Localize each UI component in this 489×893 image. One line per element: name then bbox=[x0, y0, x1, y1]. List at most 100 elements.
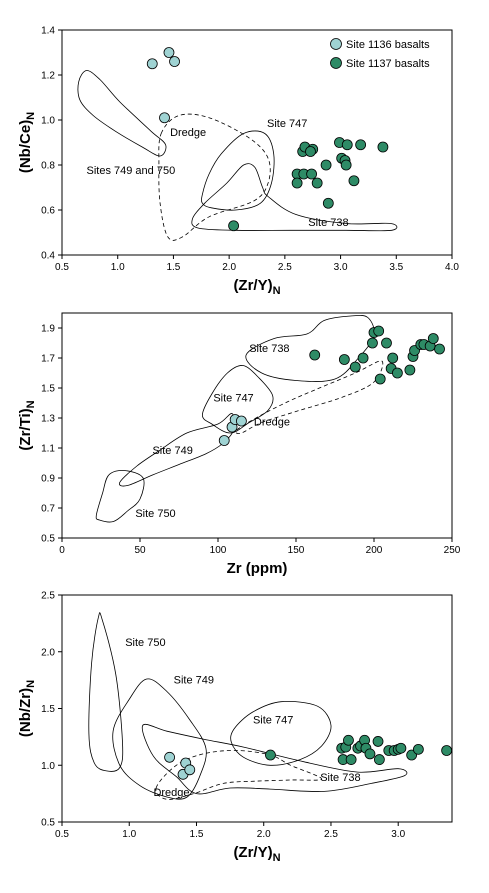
legend: Site 1136 basalts Site 1137 basalts bbox=[322, 32, 450, 72]
data-point-site-1137-basalts bbox=[387, 352, 399, 364]
data-point-site-1136-basalts bbox=[146, 58, 158, 70]
x-tick-label: 50 bbox=[134, 545, 146, 556]
y-tick-label: 1.3 bbox=[41, 414, 55, 425]
y-tick-label: 1.4 bbox=[41, 26, 55, 37]
data-point-site-1137-basalts bbox=[367, 337, 378, 349]
data-point-site-1136-basalts bbox=[218, 435, 230, 446]
data-point-site-1137-basalts bbox=[228, 220, 240, 232]
y-tick-label: 1.0 bbox=[41, 116, 55, 127]
data-point-site-1137-basalts bbox=[343, 734, 354, 746]
region-label: Sites 749 and 750 bbox=[87, 165, 176, 177]
region-label: Site 749 bbox=[174, 675, 214, 687]
y-tick-label: 1.1 bbox=[41, 444, 55, 455]
data-point-site-1137-basalts bbox=[349, 361, 361, 373]
data-point-site-1137-basalts bbox=[265, 749, 276, 761]
region-label: Site 749 bbox=[152, 445, 192, 457]
region-outline-dredge bbox=[155, 750, 323, 800]
x-tick-label: 3.5 bbox=[389, 262, 403, 273]
y-tick-label: 0.9 bbox=[41, 474, 55, 485]
legend-label: Site 1136 basalts bbox=[346, 39, 430, 51]
data-point-site-1137-basalts bbox=[373, 754, 385, 765]
data-point-site-1137-basalts bbox=[311, 177, 323, 189]
data-point-site-1137-basalts bbox=[320, 159, 332, 171]
region-outline-site-750 bbox=[95, 469, 145, 523]
x-tick-label: 2.5 bbox=[324, 829, 338, 840]
region-outline-sites-749-and-750 bbox=[77, 70, 167, 157]
data-point-site-1137-basalts bbox=[322, 197, 334, 209]
x-tick-label: 4.0 bbox=[445, 262, 459, 273]
data-point-site-1137-basalts bbox=[364, 748, 376, 760]
region-label: Site 750 bbox=[125, 637, 165, 649]
data-point-site-1137-basalts bbox=[291, 177, 303, 189]
x-axis-label: Zr (ppm) bbox=[227, 560, 288, 577]
x-tick-label: 250 bbox=[444, 545, 461, 556]
legend-marker bbox=[330, 57, 342, 69]
data-point-site-1137-basalts bbox=[340, 159, 352, 171]
x-tick-label: 1.5 bbox=[166, 262, 180, 273]
data-point-site-1137-basalts bbox=[355, 139, 367, 151]
x-tick-label: 2.5 bbox=[278, 262, 292, 273]
x-tick-label: 100 bbox=[210, 545, 227, 556]
x-tick-label: 0.5 bbox=[55, 829, 69, 840]
y-tick-label: 1.5 bbox=[41, 704, 55, 715]
x-tick-label: 1.0 bbox=[122, 829, 136, 840]
data-point-site-1137-basalts bbox=[395, 742, 407, 754]
x-axis-label: (Zr/Y)N bbox=[233, 277, 280, 297]
data-point-site-1136-basalts bbox=[235, 415, 247, 427]
region-outline-site-747 bbox=[201, 365, 274, 434]
y-tick-label: 1.7 bbox=[41, 354, 55, 365]
data-point-site-1136-basalts bbox=[164, 751, 175, 763]
y-tick-label: 2.5 bbox=[41, 591, 55, 602]
region-outline-dredge bbox=[235, 360, 384, 434]
data-point-site-1137-basalts bbox=[338, 354, 350, 365]
region-label: Site 750 bbox=[135, 508, 175, 520]
region-label: Site 747 bbox=[213, 393, 253, 405]
region-label: Site 738 bbox=[249, 343, 289, 355]
data-point-site-1137-basalts bbox=[373, 325, 385, 337]
x-tick-label: 3.0 bbox=[334, 262, 348, 273]
y-tick-label: 0.5 bbox=[41, 534, 55, 545]
data-point-site-1137-basalts bbox=[381, 337, 392, 349]
data-point-site-1137-basalts bbox=[345, 754, 357, 765]
x-tick-label: 200 bbox=[366, 545, 383, 556]
y-axis-label: (Zr/Ti)N bbox=[17, 400, 37, 450]
x-tick-label: 0.5 bbox=[55, 262, 69, 273]
region-label: Dredge bbox=[254, 417, 290, 429]
data-point-site-1137-basalts bbox=[372, 736, 384, 747]
y-tick-label: 1.0 bbox=[41, 761, 55, 772]
region-outline-site-747 bbox=[230, 701, 332, 766]
region-label: Site 738 bbox=[308, 217, 348, 229]
region-outline-site-749 bbox=[112, 678, 207, 800]
y-tick-label: 0.7 bbox=[41, 504, 55, 515]
x-tick-label: 2.0 bbox=[257, 829, 271, 840]
x-axis-label: (Zr/Y)N bbox=[233, 844, 280, 864]
data-point-site-1137-basalts bbox=[305, 146, 316, 157]
legend-marker bbox=[330, 38, 342, 50]
data-point-site-1137-basalts bbox=[357, 352, 369, 364]
region-label: Site 747 bbox=[253, 714, 293, 726]
region-label: Dredge bbox=[170, 127, 206, 139]
data-point-site-1137-basalts bbox=[341, 139, 353, 151]
x-tick-label: 3.0 bbox=[391, 829, 405, 840]
data-point-site-1137-basalts bbox=[306, 168, 318, 180]
data-point-site-1137-basalts bbox=[309, 349, 321, 361]
region-label: Dredge bbox=[153, 787, 189, 799]
x-tick-label: 1.5 bbox=[190, 829, 204, 840]
y-axis-label: (Nb/Ce)N bbox=[17, 112, 37, 173]
y-tick-label: 0.5 bbox=[41, 818, 55, 829]
data-point-site-1137-basalts bbox=[434, 343, 445, 355]
y-tick-label: 1.2 bbox=[41, 71, 55, 82]
y-tick-label: 1.5 bbox=[41, 384, 55, 395]
y-tick-label: 2.0 bbox=[41, 647, 55, 658]
y-tick-label: 0.6 bbox=[41, 206, 55, 217]
data-point-site-1136-basalts bbox=[169, 56, 180, 67]
data-point-site-1137-basalts bbox=[412, 743, 424, 755]
legend-background bbox=[322, 32, 450, 72]
plot-frame bbox=[61, 312, 453, 539]
y-tick-label: 0.8 bbox=[41, 161, 55, 172]
data-point-site-1136-basalts bbox=[184, 764, 196, 776]
y-axis-label: (Nb/Zr)N bbox=[17, 680, 37, 737]
region-outline-site-738 bbox=[245, 314, 375, 382]
data-point-site-1137-basalts bbox=[427, 333, 439, 344]
x-tick-label: 0 bbox=[59, 545, 65, 556]
